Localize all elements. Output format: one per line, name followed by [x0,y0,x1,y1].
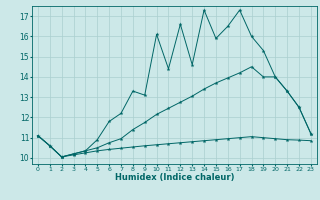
X-axis label: Humidex (Indice chaleur): Humidex (Indice chaleur) [115,173,234,182]
